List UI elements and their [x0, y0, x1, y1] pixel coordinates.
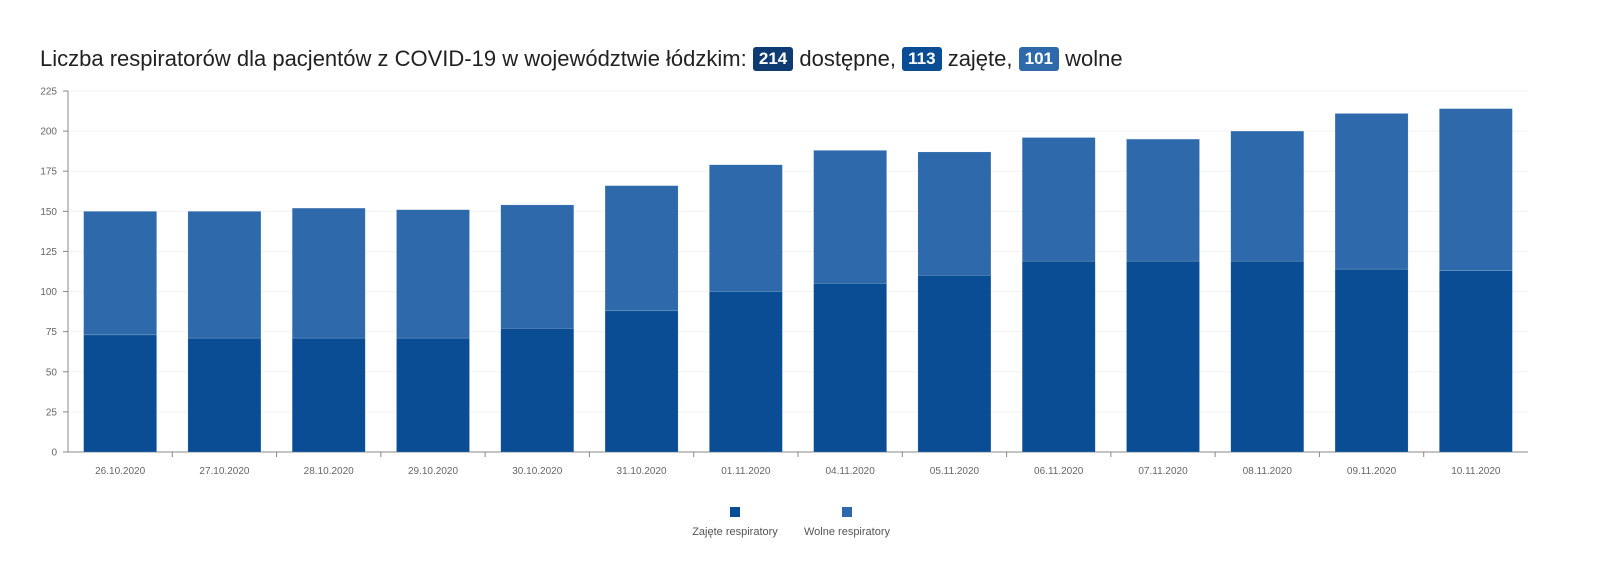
- bar-free: [187, 211, 262, 339]
- x-tick-label: 27.10.2020: [199, 466, 249, 477]
- bar-occupied: [1230, 260, 1305, 453]
- bar-free: [1021, 137, 1096, 262]
- x-tick-label: 26.10.2020: [95, 466, 145, 477]
- x-tick-label: 09.11.2020: [1347, 466, 1397, 477]
- y-tick-label: 25: [46, 407, 58, 418]
- bar-occupied: [1126, 260, 1200, 453]
- bar-occupied: [1021, 260, 1096, 453]
- bar-free: [1126, 138, 1200, 262]
- legend-label: Wolne respiratory: [804, 526, 890, 538]
- bar-occupied: [500, 328, 575, 453]
- x-tick-label: 07.11.2020: [1138, 466, 1188, 477]
- legend-swatch: [730, 507, 740, 517]
- y-tick-label: 225: [40, 87, 57, 98]
- bar-free: [396, 209, 470, 339]
- x-tick-label: 06.11.2020: [1034, 466, 1084, 477]
- bar-occupied: [187, 337, 262, 453]
- bar-free: [291, 207, 366, 339]
- bar-free: [1439, 108, 1513, 271]
- bar-occupied: [1439, 270, 1513, 453]
- y-tick-label: 0: [51, 448, 57, 459]
- y-tick-label: 175: [40, 167, 57, 178]
- bar-occupied: [917, 275, 992, 453]
- available-count-badge: 214: [752, 47, 794, 71]
- x-tick-label: 08.11.2020: [1243, 466, 1293, 477]
- legend-swatch: [842, 507, 852, 517]
- bar-free: [813, 150, 887, 284]
- y-tick-label: 100: [40, 287, 57, 298]
- x-tick-label: 05.11.2020: [930, 466, 980, 477]
- bar-occupied: [813, 283, 887, 453]
- y-tick-label: 75: [46, 327, 58, 338]
- x-tick-label: 31.10.2020: [617, 466, 667, 477]
- y-tick-label: 150: [40, 207, 57, 218]
- occupied-label: zajęte,: [947, 46, 1013, 71]
- bar-free: [709, 164, 783, 292]
- x-tick-label: 30.10.2020: [512, 466, 562, 477]
- x-tick-label: 10.11.2020: [1451, 466, 1501, 477]
- x-tick-label: 04.11.2020: [825, 466, 875, 477]
- bar-occupied: [83, 334, 157, 453]
- bar-free: [604, 185, 679, 312]
- title-prefix: Liczba respiratorów dla pacjentów z COVI…: [40, 46, 747, 71]
- free-label: wolne: [1065, 46, 1123, 71]
- y-tick-label: 200: [40, 127, 57, 138]
- x-tick-label: 29.10.2020: [408, 466, 458, 477]
- bar-free: [500, 204, 575, 329]
- bar-free: [917, 151, 992, 276]
- bar-free: [1230, 130, 1305, 262]
- y-tick-label: 125: [40, 247, 57, 258]
- bar-free: [83, 211, 157, 336]
- bar-occupied: [291, 337, 366, 453]
- y-tick-label: 50: [46, 367, 58, 378]
- chart-title: Liczba respiratorów dla pacjentów z COVI…: [40, 44, 1123, 74]
- bar-free: [1334, 113, 1409, 270]
- legend-label: Zajęte respiratory: [692, 526, 778, 538]
- bar-occupied: [709, 291, 783, 453]
- bar-occupied: [1334, 268, 1409, 453]
- free-count-badge: 101: [1018, 47, 1060, 71]
- x-tick-label: 01.11.2020: [721, 466, 771, 477]
- available-label: dostępne,: [799, 46, 896, 71]
- bar-occupied: [604, 310, 679, 453]
- occupied-count-badge: 113: [902, 47, 942, 71]
- x-tick-label: 28.10.2020: [304, 466, 354, 477]
- bar-occupied: [396, 337, 470, 453]
